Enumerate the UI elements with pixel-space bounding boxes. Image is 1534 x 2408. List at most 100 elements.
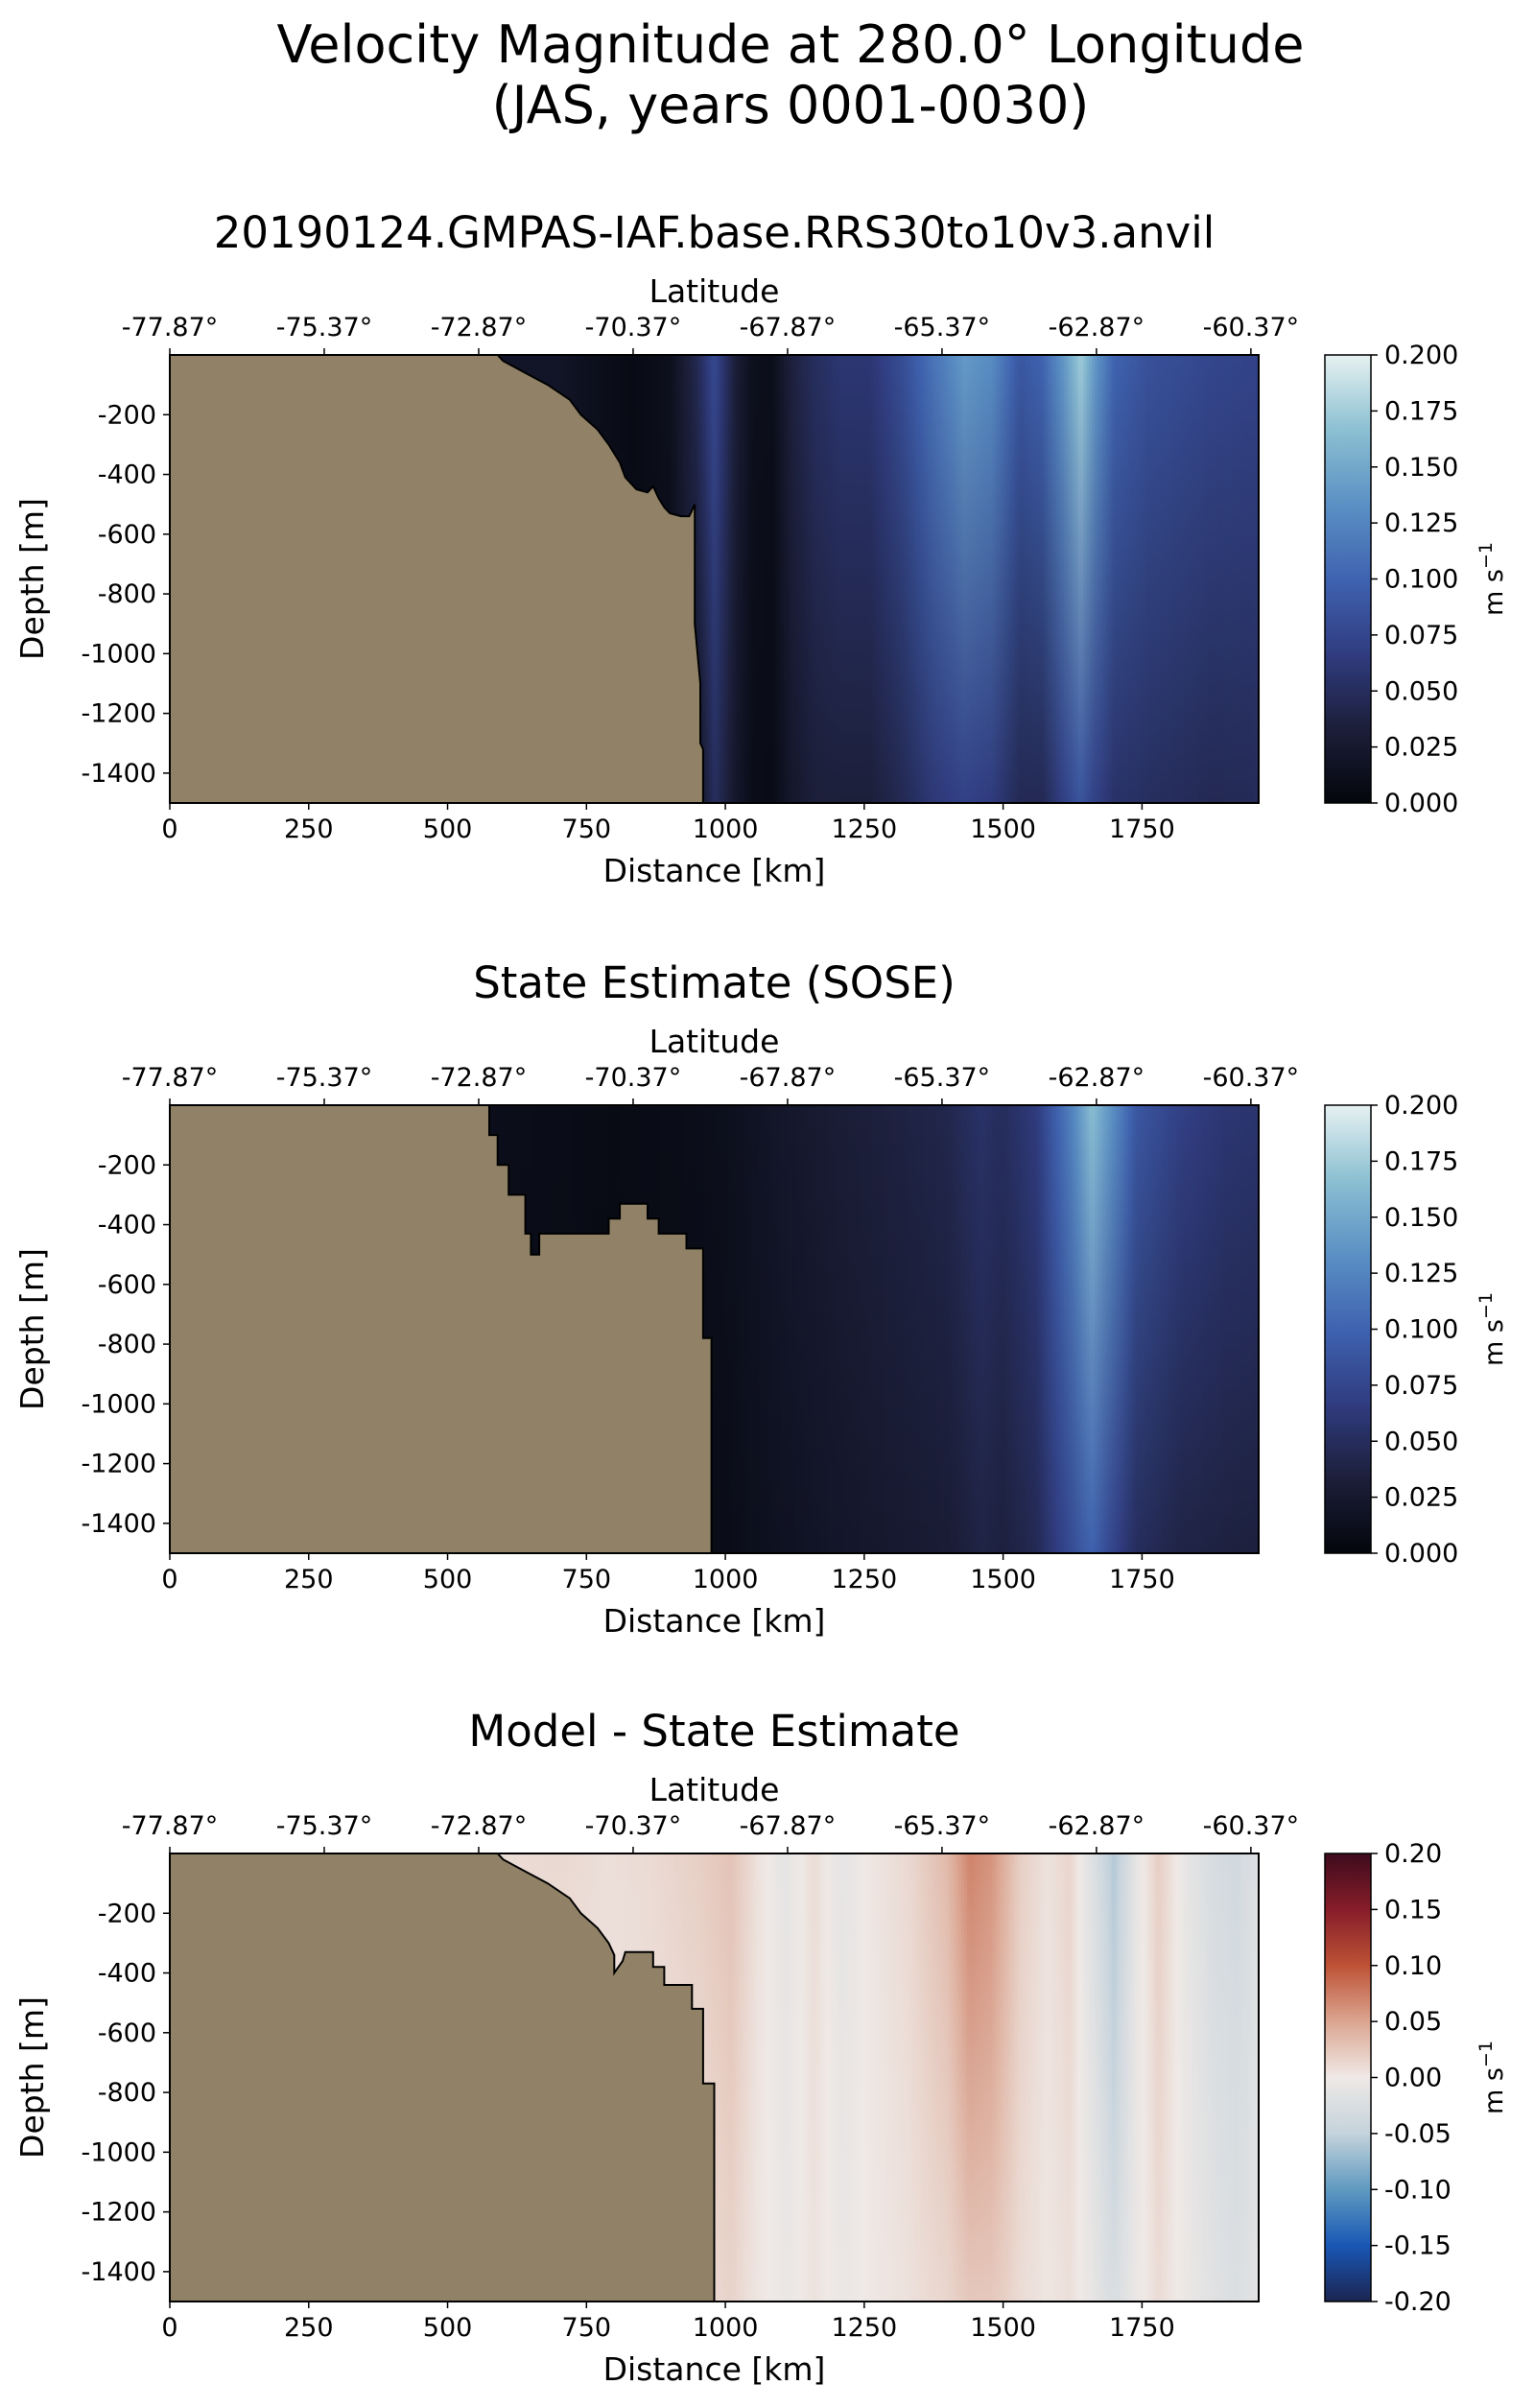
field-column — [986, 355, 990, 803]
field-column — [1052, 355, 1057, 803]
field-column — [808, 355, 813, 803]
field-column — [800, 1853, 804, 2302]
field-column — [1003, 1853, 1007, 2302]
field-column — [1233, 1853, 1238, 2302]
field-column — [1197, 1105, 1201, 1553]
field-column — [891, 1105, 896, 1553]
field-column — [808, 1105, 813, 1553]
field-column — [1122, 355, 1126, 803]
field-column — [1074, 1105, 1079, 1553]
field-column — [1019, 355, 1024, 803]
field-column — [1039, 1105, 1043, 1553]
field-column — [1136, 1105, 1141, 1553]
top-tick-label: -77.87° — [122, 313, 219, 342]
colorbar-label: m s−1 — [1475, 2041, 1509, 2114]
field-column — [717, 1853, 720, 2302]
panel-title: Model - State Estimate — [468, 1706, 959, 1757]
field-column — [836, 355, 840, 803]
field-column — [780, 1853, 785, 2302]
colorbar-tick-label: -0.05 — [1384, 2119, 1451, 2149]
field-column — [1000, 1853, 1004, 2302]
field-column — [831, 1105, 835, 1553]
field-column — [1077, 1105, 1082, 1553]
field-column — [978, 355, 982, 803]
field-column — [755, 355, 760, 803]
field-column — [1074, 1853, 1079, 2302]
field-column — [1111, 1853, 1116, 2302]
field-column — [717, 355, 720, 803]
field-column — [1099, 1105, 1104, 1553]
y-tick-label: -400 — [98, 1959, 156, 1989]
field-column — [1022, 355, 1027, 803]
field-column — [772, 355, 776, 803]
field-column — [1130, 355, 1135, 803]
field-column — [1231, 355, 1235, 803]
field-column — [1211, 355, 1215, 803]
field-column — [806, 1105, 810, 1553]
field-column — [769, 1105, 773, 1553]
field-column — [831, 1853, 835, 2302]
field-column — [1183, 355, 1188, 803]
field-column — [775, 1853, 779, 2302]
y-tick-label: -800 — [98, 2078, 156, 2108]
land-mask — [170, 1105, 712, 1553]
field-column — [1158, 355, 1163, 803]
field-column — [881, 355, 885, 803]
field-column — [939, 1853, 943, 2302]
field-column — [702, 1853, 707, 2302]
field-column — [1017, 1105, 1021, 1553]
colorbar — [1324, 1853, 1372, 2302]
field-column — [1205, 355, 1210, 803]
x-tick-label: 1250 — [831, 1565, 897, 1594]
field-column — [1089, 1105, 1093, 1553]
field-column — [1241, 1853, 1246, 2302]
field-column — [800, 355, 804, 803]
field-column — [1083, 355, 1088, 803]
field-column — [1139, 1105, 1143, 1553]
field-column — [1030, 1853, 1035, 2302]
field-column — [994, 1853, 999, 2302]
field-column — [1097, 1853, 1101, 2302]
colorbar-tick-label: 0.05 — [1384, 2007, 1442, 2037]
field-column — [803, 1853, 807, 2302]
field-column — [714, 355, 718, 803]
field-column — [714, 1853, 718, 2302]
field-column — [1222, 1105, 1226, 1553]
field-column — [816, 355, 821, 803]
field-column — [1214, 355, 1218, 803]
field-column — [725, 355, 729, 803]
field-column — [1045, 1853, 1049, 2302]
field-column — [1061, 1853, 1065, 2302]
field-column — [866, 355, 871, 803]
colorbar-tick-label: 0.025 — [1384, 733, 1458, 763]
colorbar-tick-label: -0.15 — [1384, 2231, 1451, 2261]
field-column — [750, 1105, 754, 1553]
field-column — [933, 355, 937, 803]
field-column — [980, 1853, 984, 2302]
field-column — [750, 1853, 754, 2302]
field-column — [697, 355, 701, 803]
field-column — [856, 355, 860, 803]
field-column — [1147, 1105, 1151, 1553]
field-column — [708, 1853, 713, 2302]
field-column — [1070, 1853, 1074, 2302]
field-column — [747, 1105, 751, 1553]
field-column — [872, 1105, 877, 1553]
field-column — [753, 1105, 757, 1553]
field-column — [878, 355, 882, 803]
top-tick-label: -70.37° — [585, 1811, 682, 1841]
field-column — [1036, 355, 1040, 803]
field-column — [911, 1105, 915, 1553]
field-column — [872, 355, 877, 803]
top-tick-label: -75.37° — [276, 1063, 373, 1093]
field-column — [1194, 1105, 1198, 1553]
x-tick-label: 1000 — [693, 1565, 759, 1594]
field-column — [742, 1105, 745, 1553]
top-tick-label: -60.37° — [1203, 1811, 1300, 1841]
field-column — [1097, 355, 1101, 803]
field-column — [1203, 1853, 1207, 2302]
field-column — [1139, 355, 1143, 803]
field-column — [1042, 355, 1046, 803]
field-column — [1073, 1853, 1076, 2302]
field-column — [1208, 1105, 1213, 1553]
